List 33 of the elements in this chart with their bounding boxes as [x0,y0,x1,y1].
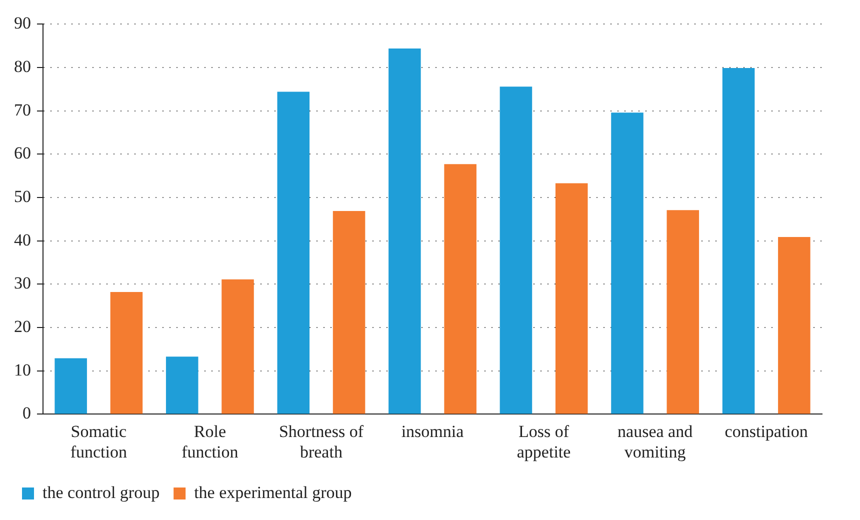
y-tick-label: 20 [14,317,31,336]
bar [722,68,755,414]
y-tick-label: 80 [14,57,31,76]
x-tick-label: Shortness of breath [278,422,364,462]
bar [666,210,700,414]
bar [778,236,810,414]
y-tick-label: 10 [14,360,31,380]
y-tick-label: 0 [22,404,31,423]
bar [388,48,421,414]
bar [500,86,532,414]
y-tick-label: 40 [14,230,31,250]
y-tick-label: 90 [14,14,31,33]
y-tick-label: 70 [14,100,31,120]
bar [332,210,366,414]
bar [611,112,644,414]
y-tick-label: 60 [14,144,31,163]
bar [555,183,588,414]
y-tick-label: 50 [14,187,31,206]
bar [54,358,87,414]
legend-label: the experimental group [194,482,352,502]
y-tick-label: 30 [14,274,31,293]
legend-label: the control group [42,482,160,502]
x-tick-label: insomnia [401,422,464,441]
bar [222,279,254,414]
x-tick-label: Loss of appetite [516,422,571,462]
bar [277,92,310,414]
x-tick-label: Role function [182,422,239,462]
bar [110,292,143,414]
bar [166,356,198,414]
x-tick-label: Somatic function [70,422,128,462]
x-tick-label: constipation [724,422,808,441]
x-tick-label: nausea and vomiting [618,422,694,462]
bar [444,164,476,414]
